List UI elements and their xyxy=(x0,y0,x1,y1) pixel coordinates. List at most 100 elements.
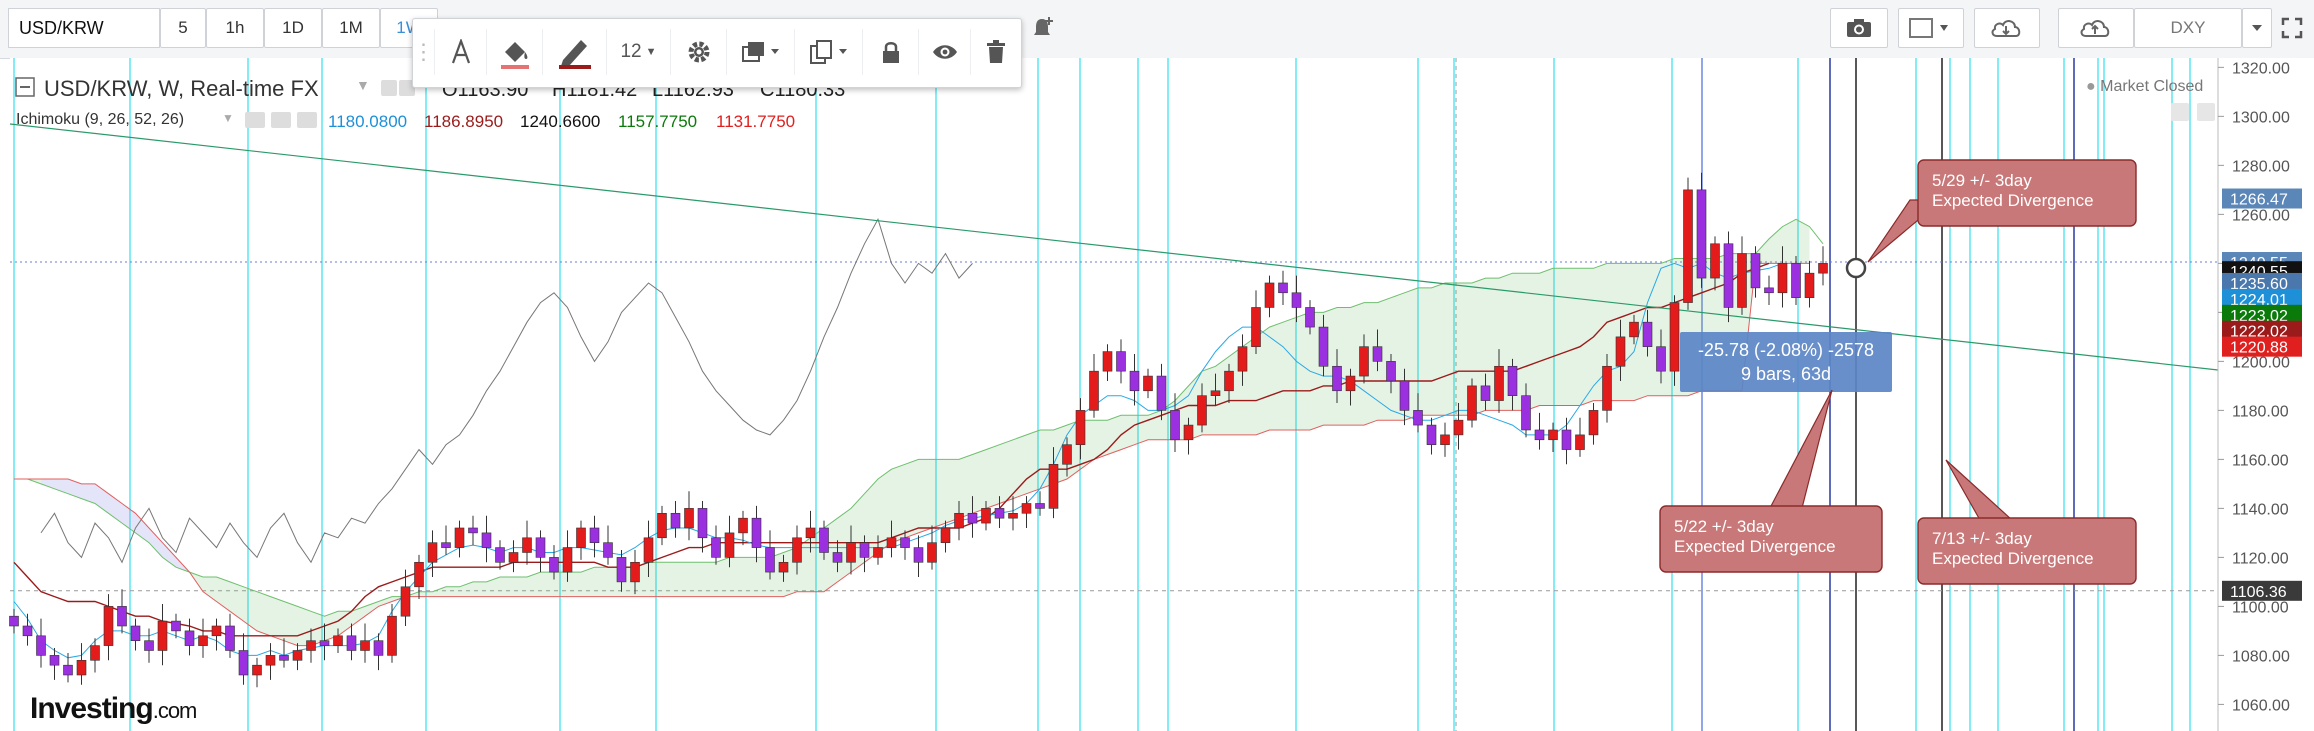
candle-body xyxy=(1413,410,1423,426)
candle-body xyxy=(49,655,60,666)
indicator-caret-icon[interactable]: ▼ xyxy=(222,111,234,125)
candle-body xyxy=(1089,370,1099,411)
candle-body xyxy=(36,635,46,656)
candle-body xyxy=(1494,365,1504,401)
scale-buttons-icons[interactable] xyxy=(2170,102,2218,127)
font-size-dropdown[interactable]: 12 ▼ xyxy=(607,29,671,75)
price-badge xyxy=(2222,336,2302,357)
legend-settings-icons[interactable] xyxy=(380,79,416,102)
top-toolbar: USD/KRW 5 1h 1D 1M 1W DXY xyxy=(0,0,2314,59)
candle-body xyxy=(1804,272,1815,298)
drawing-toolbar: ⋮ 12 ▼ xyxy=(412,18,1022,88)
price-tick-label: 1120.00 xyxy=(2232,550,2289,567)
clone-icon[interactable] xyxy=(795,29,863,75)
candle-body xyxy=(1210,390,1221,396)
candle-body xyxy=(1075,410,1086,445)
symbol-input[interactable]: USD/KRW xyxy=(8,8,160,48)
candle-body xyxy=(616,557,627,583)
candle-body xyxy=(846,542,856,563)
cloud-bullish xyxy=(14,479,41,484)
candle-body xyxy=(1710,243,1720,279)
candle-body xyxy=(1642,321,1653,347)
trash-icon[interactable] xyxy=(971,29,1021,75)
indicator-value-lead1: 1157.7750 xyxy=(618,112,698,131)
candle-body xyxy=(630,561,640,583)
candle-body xyxy=(1426,424,1437,445)
candle-body xyxy=(1777,263,1788,294)
interval-1h-button[interactable]: 1h xyxy=(206,8,264,48)
candle-body xyxy=(535,537,546,558)
price-badge xyxy=(2222,188,2302,209)
compare-symbol-input[interactable]: DXY xyxy=(2134,8,2242,48)
candle-body xyxy=(265,655,276,666)
callout-label-text: Expected Divergence xyxy=(1674,537,1836,556)
candle-body xyxy=(1278,282,1288,294)
price-chart[interactable]: -25.78 (-2.08%) -2578 9 bars, 63d 5/29 +/-… xyxy=(0,58,2314,731)
price-tick-label: 1300.00 xyxy=(2232,109,2290,126)
interval-5-button[interactable]: 5 xyxy=(160,8,206,48)
candle-body xyxy=(1359,346,1369,377)
price-badge-label: 1222.02 xyxy=(2230,324,2288,341)
candle-body xyxy=(360,640,370,651)
drag-handle-icon[interactable]: ⋮ xyxy=(413,29,435,75)
measure-box xyxy=(1680,332,1892,392)
candle-body xyxy=(211,625,222,637)
collapse-legend-icon[interactable] xyxy=(14,76,40,102)
candle-body xyxy=(184,630,195,646)
cloud-upload-icon[interactable] xyxy=(2058,8,2134,48)
interval-1d-button[interactable]: 1D xyxy=(264,8,322,48)
candle-body xyxy=(1102,351,1113,372)
visual-order-icon[interactable] xyxy=(727,29,795,75)
candle-body xyxy=(495,547,505,563)
candle-body xyxy=(981,508,991,524)
candle-body xyxy=(1615,336,1626,367)
price-tick-label: 1160.00 xyxy=(2232,452,2289,469)
callout-date-text: 5/22 +/- 3day xyxy=(1674,517,1774,536)
candle-body xyxy=(346,635,357,651)
candle-body xyxy=(1669,302,1680,372)
gear-icon[interactable] xyxy=(671,29,727,75)
candle-body xyxy=(1818,263,1828,274)
alert-add-icon[interactable] xyxy=(1022,8,1062,48)
candle-body xyxy=(171,620,181,632)
candle-body xyxy=(589,527,600,543)
text-tool-icon[interactable] xyxy=(435,29,487,75)
interval-1m-button[interactable]: 1M xyxy=(322,8,380,48)
price-badge xyxy=(2222,320,2302,341)
candle-body xyxy=(1453,419,1464,436)
market-status-text: Market Closed xyxy=(2100,78,2204,95)
candle-body xyxy=(1237,346,1248,372)
indicator-settings-icons[interactable] xyxy=(244,110,320,135)
visibility-eye-icon[interactable] xyxy=(919,29,971,75)
candle-body xyxy=(1534,429,1545,441)
candle-body xyxy=(1629,321,1639,338)
chart-style-dropdown[interactable] xyxy=(1898,8,1964,48)
fullscreen-icon[interactable] xyxy=(2274,8,2310,48)
candle-body xyxy=(22,625,33,637)
candle-body xyxy=(954,512,964,529)
legend-caret-icon[interactable]: ▼ xyxy=(356,77,370,93)
price-tick-label: 1180.00 xyxy=(2232,403,2289,420)
candle-body xyxy=(1183,424,1194,441)
status-dot-icon: ● xyxy=(2086,78,2096,95)
investing-logo: Investing.com xyxy=(30,692,197,725)
candle-body xyxy=(1318,326,1329,367)
candle-body xyxy=(549,557,559,573)
camera-icon[interactable] xyxy=(1830,8,1888,48)
line-color-icon[interactable] xyxy=(543,29,607,75)
indicator-value-lagging: 1240.6600 xyxy=(520,112,601,131)
cloud-download-icon[interactable] xyxy=(1974,8,2040,48)
compare-dropdown-arrow[interactable] xyxy=(2242,8,2272,48)
candle-body xyxy=(1683,189,1693,303)
lock-icon[interactable] xyxy=(863,29,919,75)
candle-body xyxy=(1129,370,1140,392)
candle-body xyxy=(1062,444,1072,465)
price-tick-label: 1280.00 xyxy=(2232,158,2290,175)
candle-body xyxy=(144,640,154,651)
candle-body xyxy=(697,508,708,539)
candle-body xyxy=(805,527,816,539)
cloud-bullish xyxy=(189,219,1810,646)
senkou-span-a-line xyxy=(14,218,1824,617)
candle-body xyxy=(1467,385,1477,421)
fill-color-icon[interactable] xyxy=(487,29,543,75)
